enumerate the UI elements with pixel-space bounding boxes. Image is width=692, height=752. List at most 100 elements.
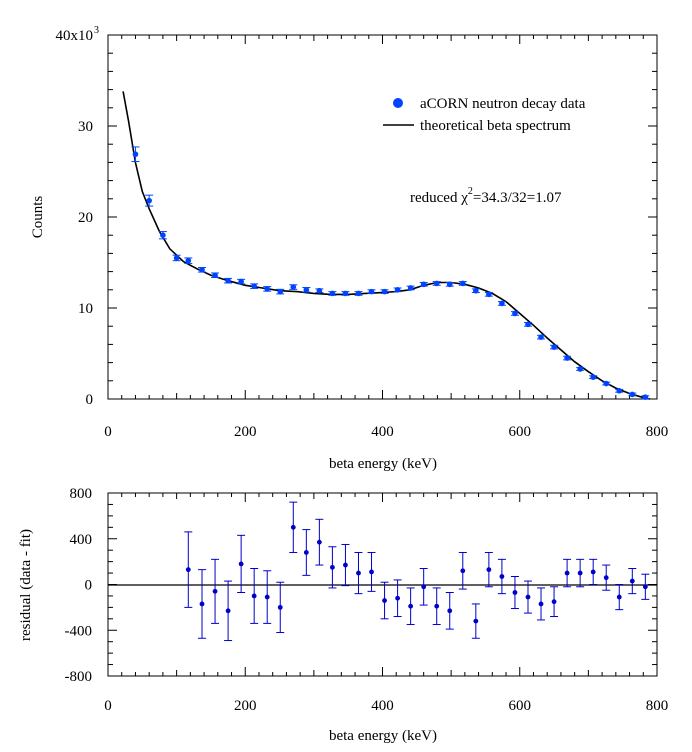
top-x-tick-label: 200 [234,424,257,440]
residual-point [395,595,400,601]
bottom-x-tick-label: 200 [234,698,257,714]
top-data-layer [122,91,651,400]
bottom-data-layer [184,501,650,642]
residual-point [564,570,570,576]
residual-point [499,574,505,579]
bottom-y-tick-label: 0 [85,578,93,594]
residual-point [603,575,609,581]
data-point [407,285,414,291]
residual-point [382,598,387,603]
bottom-x-tick-label: 400 [371,698,394,714]
data-point [146,197,152,204]
residual-point [473,618,479,624]
legend-label-theory: theoretical beta spectrum [420,118,571,134]
data-point [629,391,636,398]
residual-point [590,569,596,575]
data-point [342,290,349,297]
residual-point [629,578,635,584]
top-y-tick-label: 40x10 [56,28,94,44]
data-point [316,287,323,294]
top-x-tick-label: 400 [371,424,394,440]
residual-point [290,524,296,530]
bottom-x-tick-label: 600 [509,698,532,714]
residual-point [486,567,492,573]
residual-point [421,584,427,590]
data-point [486,291,492,298]
bottom-y-tick-label: -800 [65,669,93,685]
data-point [499,300,505,307]
residual-point [356,570,361,576]
residual-point [316,539,322,545]
spectrum-panel: 0 200 400 600 800 0 10 20 30 40x10 3 Counts beta … [30,25,668,472]
legend-label-data: aCORN neutron decay data [420,96,586,112]
data-point [459,280,466,287]
residual-panel: 0 200 400 600 800 -800 -400 0 400 800 residual (… [18,486,668,744]
top-x-axis-title: beta energy (keV) [329,456,437,472]
data-point [446,281,453,288]
data-point [329,290,336,297]
bottom-x-tick-label: 800 [646,698,669,714]
residual-point [212,588,218,594]
top-x-tick-label: 0 [104,424,112,440]
data-point [355,290,362,297]
residual-point [343,562,348,568]
data-point [303,287,310,293]
top-y-ticks: 0 10 20 30 40x10 3 [56,25,657,408]
data-point [160,232,166,238]
chi-squared-annotation: reduced χ2=34.3/32=1.07 [410,186,562,206]
data-point [642,394,649,400]
residual-point [251,593,257,599]
residual-point [577,570,583,576]
residual-point [264,594,270,600]
residual-point [447,608,453,614]
residual-point [199,601,205,607]
data-point [238,278,244,285]
data-point [264,286,271,292]
data-point [616,388,623,394]
top-y-tick-label: 0 [86,392,94,408]
bottom-y-tick-label: -400 [65,623,93,639]
data-point [225,277,231,284]
top-x-ticks: 0 200 400 600 800 [104,35,668,440]
data-point [473,287,479,294]
bottom-y-tick-label: 800 [70,486,93,502]
residual-point [238,561,244,567]
legend-marker-data [393,98,403,108]
data-point [368,288,375,295]
residual-point [185,567,191,573]
data-point [433,280,440,287]
residual-point [525,594,531,600]
data-point [132,151,139,158]
data-point [185,257,192,264]
residual-point [551,599,557,605]
residual-point [642,584,648,590]
data-point [564,355,570,361]
top-y-tick-label: 30 [78,119,93,135]
data-point [538,334,544,340]
data-point [420,281,427,288]
bottom-y-ticks: -800 -400 0 400 800 [65,486,657,685]
bottom-x-ticks: 0 200 400 600 800 [104,493,668,714]
residual-point [330,564,335,570]
legend: aCORN neutron decay data theoretical bet… [383,96,586,134]
residual-point [538,601,544,607]
data-point [394,287,401,293]
top-y-exponent: 3 [94,25,99,36]
residual-point [369,569,374,575]
data-point [525,321,531,328]
top-y-tick-label: 20 [78,210,93,226]
data-point [590,374,596,380]
bottom-x-axis-title: beta energy (keV) [329,728,437,744]
residual-point [303,550,309,555]
residual-point [408,603,414,609]
top-x-tick-label: 600 [509,424,532,440]
theory-curve [122,91,651,400]
residual-point [434,603,440,609]
top-y-tick-label: 10 [78,301,93,317]
residual-point [616,594,622,600]
bottom-y-axis-title: residual (data - fit) [18,529,34,641]
data-point [199,266,205,273]
residual-point [460,568,466,574]
data-point [290,284,297,290]
